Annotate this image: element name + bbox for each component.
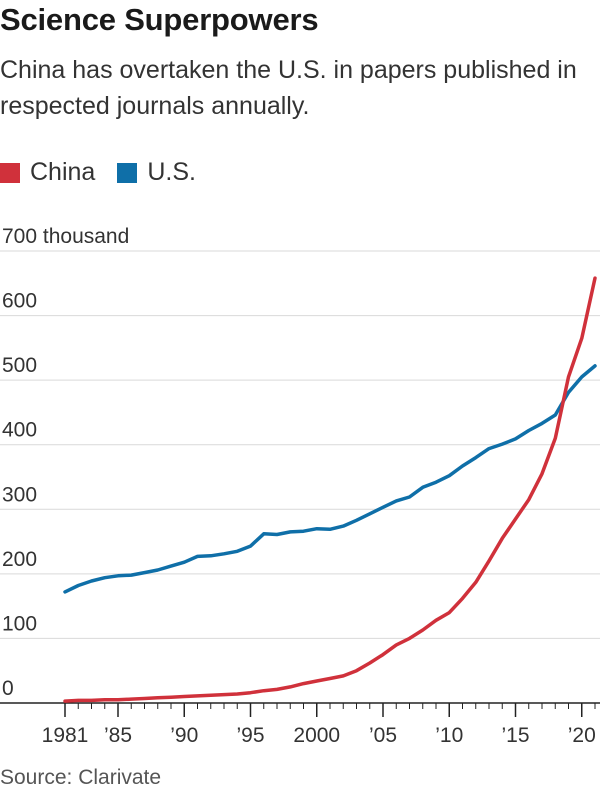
series-line-china [63, 276, 597, 703]
y-tick-label-0: 0 [2, 677, 14, 700]
y-tick-label-700: 700 thousand [2, 225, 129, 248]
source-note: Source: Clarivate [0, 766, 162, 789]
x-tick-label-2005: ’05 [369, 724, 397, 747]
legend-swatch-us [117, 162, 138, 183]
y-tick-label-500: 500 [2, 354, 37, 377]
legend-label-china: China [30, 158, 96, 186]
y-tick-label-600: 600 [2, 290, 37, 313]
x-tick-label-2015: ’15 [501, 724, 529, 747]
y-tick-label-400: 400 [2, 419, 37, 442]
legend-entry-china: China [0, 158, 95, 187]
series-line-us [63, 364, 597, 594]
x-tick-label-1995: ’95 [236, 724, 264, 747]
y-tick-label-100: 100 [2, 612, 37, 635]
chart-subtitle: China has overtaken the U.S. in papers p… [0, 56, 577, 120]
x-tick-label-2010: ’10 [435, 724, 463, 747]
legend-swatch-china [0, 162, 20, 183]
x-tick-label-2000: 2000 [293, 724, 340, 747]
x-tick-label-1990: ’90 [170, 724, 198, 747]
legend-label-us: U.S. [147, 158, 196, 186]
y-tick-label-200: 200 [2, 548, 37, 571]
x-tick-label-1985: ’85 [104, 724, 132, 747]
legend-entry-us: U.S. [117, 158, 196, 187]
legend: China U.S. [0, 158, 218, 187]
chart-title: Science Superpowers [0, 2, 319, 37]
y-tick-label-300: 300 [2, 483, 37, 506]
x-tick-label-1981: 1981 [42, 724, 89, 747]
x-tick-label-2020: ’20 [568, 724, 596, 747]
